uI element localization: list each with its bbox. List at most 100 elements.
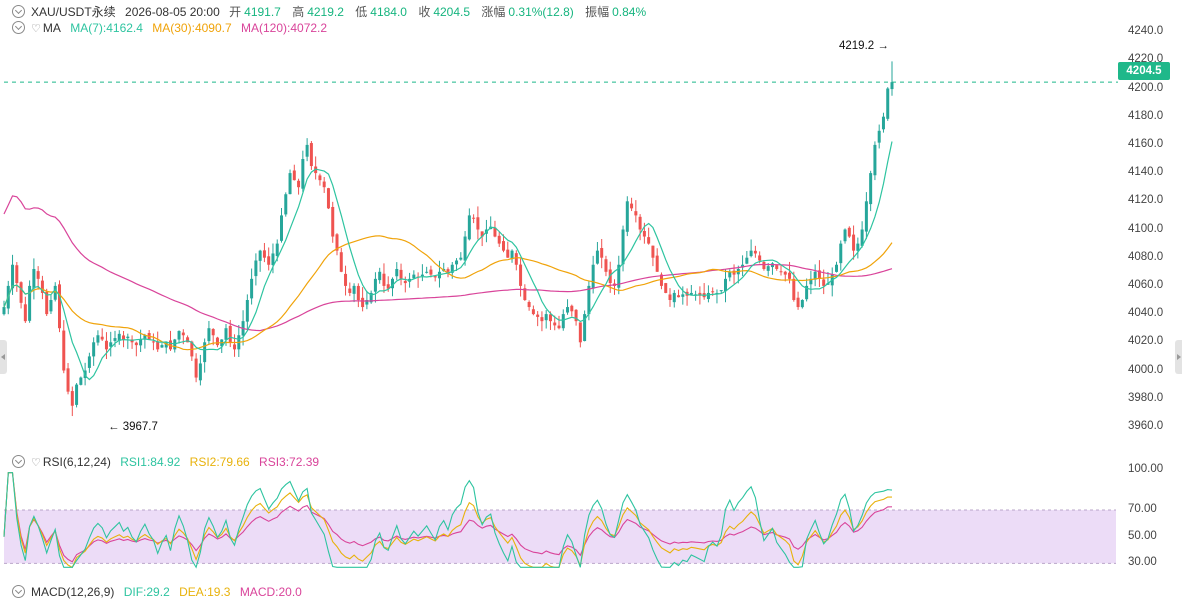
high-marker: 4219.2 → [839,40,889,52]
candle-body [58,284,61,329]
candle-body [339,252,343,272]
candle-body [450,264,454,273]
close-label: 收 [418,5,431,19]
candle-body [638,216,642,230]
rsi-toggle-icon[interactable] [12,455,25,468]
candle-body [659,274,663,286]
candle-body [143,335,147,340]
candle-body [433,276,437,278]
candle-body [480,231,484,237]
datetime: 2026-08-05 20:00 [125,5,220,19]
candle-body [322,181,326,188]
candle-body [19,282,23,303]
rsi-name[interactable]: RSI(6,12,24) [42,455,111,469]
candle-body [886,88,890,119]
candle-body [53,285,57,300]
ma-legend: ♡ MA MA(7):4162.4 MA(30):4090.7 MA(120):4… [12,21,333,35]
candle-body [600,248,604,258]
candle-body [2,307,6,315]
candle-body [250,278,254,299]
candle-body [595,250,599,264]
price-tick-label: 3980.0 [1128,391,1164,404]
candle-body [109,342,113,347]
price-tick-label: 4060.0 [1128,278,1164,291]
bell-icon[interactable]: ♡ [31,23,41,35]
candle-body [399,269,403,279]
candle-body [647,237,651,244]
ma-name[interactable]: MA [42,21,61,35]
candle-body [668,294,672,300]
candle-body [92,342,96,357]
candle-body [49,300,53,312]
candle-body [497,235,501,244]
candle-body [852,234,856,251]
candle-body [510,250,514,260]
candle-body [800,300,804,308]
candle-body [207,328,211,342]
bell-icon[interactable]: ♡ [31,457,41,469]
price-tick-label: 4140.0 [1128,166,1164,179]
ma7-value: MA(7):4162.4 [70,21,143,35]
candle-body [104,340,108,350]
candle-body [642,230,646,237]
candle-body [809,278,813,285]
candle-body [881,116,885,130]
arrow-left-icon: ← [108,421,120,433]
candle-body [758,255,762,261]
candle-body [553,322,557,326]
candle-body [655,255,659,272]
candle-body [864,201,868,232]
candle-body [267,256,271,265]
candle-body [536,314,540,317]
candle-body [493,227,497,237]
candle-body [570,305,574,312]
dea-value: DEA:19.3 [179,585,231,599]
candle-body [36,271,40,279]
price-tick-label: 3960.0 [1128,419,1164,432]
candle-body [869,173,873,205]
candle-body [335,234,339,251]
low-marker-value: 3967.7 [122,421,158,433]
candle-body [711,291,715,293]
candle-body [706,292,710,300]
ma120-value: MA(120):4072.2 [241,21,328,35]
macd-name[interactable]: MACD(12,26,9) [31,585,115,599]
candle-body [117,333,121,341]
candle-body [301,159,305,189]
current-price-tag: 4204.5 [1118,62,1170,80]
candle-body [186,337,190,343]
candle-body [331,206,335,237]
collapse-toggle-icon[interactable] [12,5,25,18]
candle-body [753,250,757,254]
candle-body [519,264,523,286]
candle-body [523,288,527,300]
candle-body [788,272,792,279]
scroll-left-button[interactable] [0,340,7,374]
price-tick-label: 4100.0 [1128,222,1164,235]
candle-body [574,309,578,322]
candle-body [822,279,826,286]
candle-body [566,307,570,313]
scroll-right-button[interactable] [1175,340,1182,374]
candle-body [382,273,386,286]
candle-body [583,314,587,342]
candle-body [215,337,219,346]
candle-body [459,257,463,260]
candle-body [792,278,796,300]
candle-body [23,304,27,322]
candle-body [630,203,634,209]
rsi-legend: ♡ RSI(6,12,24) RSI1:84.92 RSI2:79.66 RSI3… [12,455,325,469]
candle-body [724,278,727,292]
candle-body [561,314,565,329]
price-tick-label: 4000.0 [1128,363,1164,376]
candle-body [796,297,800,308]
candle-body [365,300,369,305]
candle-body [233,344,237,350]
candle-body [318,175,322,181]
ma-toggle-icon[interactable] [12,21,25,34]
candle-body [275,243,279,256]
candle-body [728,271,732,278]
candle-body [15,265,19,284]
candle-body [527,302,531,308]
